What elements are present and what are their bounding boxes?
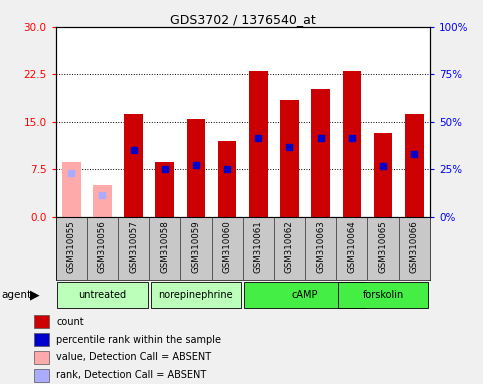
- Bar: [218, 141, 237, 217]
- Bar: [312, 89, 330, 217]
- Text: GSM310060: GSM310060: [223, 220, 232, 273]
- Text: GSM310065: GSM310065: [379, 220, 387, 273]
- Text: GSM310057: GSM310057: [129, 220, 138, 273]
- Text: ▶: ▶: [30, 288, 40, 301]
- Text: cAMP: cAMP: [292, 290, 318, 300]
- Text: untreated: untreated: [78, 290, 127, 300]
- Text: GSM310056: GSM310056: [98, 220, 107, 273]
- Text: forskolin: forskolin: [362, 290, 404, 300]
- Text: GSM310064: GSM310064: [347, 220, 356, 273]
- Text: GSM310063: GSM310063: [316, 220, 325, 273]
- Bar: [124, 114, 143, 217]
- Text: norepinephrine: norepinephrine: [158, 290, 233, 300]
- Bar: [186, 119, 205, 217]
- Text: GSM310061: GSM310061: [254, 220, 263, 273]
- Text: value, Detection Call = ABSENT: value, Detection Call = ABSENT: [56, 353, 212, 362]
- Bar: [62, 162, 81, 217]
- Text: GSM310058: GSM310058: [160, 220, 169, 273]
- Bar: [156, 162, 174, 217]
- Bar: [249, 71, 268, 217]
- Text: GSM310055: GSM310055: [67, 220, 76, 273]
- Bar: [33, 333, 49, 346]
- Bar: [151, 282, 241, 308]
- Bar: [374, 133, 392, 217]
- Bar: [93, 185, 112, 217]
- Bar: [33, 369, 49, 382]
- Text: GSM310059: GSM310059: [191, 220, 200, 273]
- Bar: [57, 282, 148, 308]
- Text: rank, Detection Call = ABSENT: rank, Detection Call = ABSENT: [56, 370, 206, 380]
- Bar: [342, 71, 361, 217]
- Text: count: count: [56, 317, 84, 327]
- Bar: [33, 351, 49, 364]
- Title: GDS3702 / 1376540_at: GDS3702 / 1376540_at: [170, 13, 315, 26]
- Bar: [280, 100, 299, 217]
- Text: GSM310062: GSM310062: [285, 220, 294, 273]
- Text: agent: agent: [1, 290, 31, 300]
- Text: percentile rank within the sample: percentile rank within the sample: [56, 334, 221, 344]
- Bar: [244, 282, 366, 308]
- Bar: [33, 315, 49, 328]
- Text: GSM310066: GSM310066: [410, 220, 419, 273]
- Bar: [405, 114, 424, 217]
- Bar: [338, 282, 428, 308]
